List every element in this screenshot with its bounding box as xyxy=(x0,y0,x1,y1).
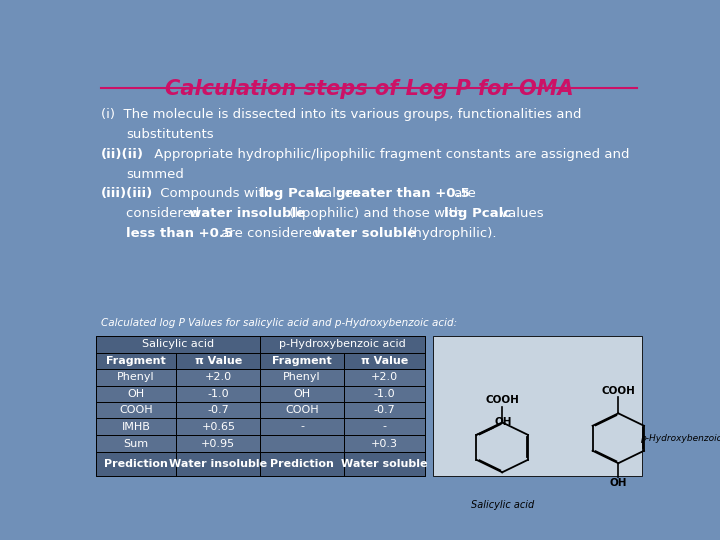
Text: are considered: are considered xyxy=(217,227,325,240)
Text: Prediction: Prediction xyxy=(104,459,168,469)
Text: OH: OH xyxy=(610,478,627,488)
FancyBboxPatch shape xyxy=(96,453,176,476)
Text: p-Hydroxybenzoic acid: p-Hydroxybenzoic acid xyxy=(279,339,406,349)
Text: substitutents: substitutents xyxy=(126,129,214,141)
Text: (lipophilic) and those with: (lipophilic) and those with xyxy=(284,207,467,220)
Text: +0.3: +0.3 xyxy=(371,438,398,449)
Text: -: - xyxy=(300,422,304,431)
FancyBboxPatch shape xyxy=(96,418,176,435)
Text: less than +0.5: less than +0.5 xyxy=(126,227,233,240)
Text: (ii)(ii): (ii)(ii) xyxy=(101,148,144,161)
Text: (i)  The molecule is dissected into its various groups, functionalities and: (i) The molecule is dissected into its v… xyxy=(101,109,582,122)
FancyBboxPatch shape xyxy=(260,402,344,418)
FancyBboxPatch shape xyxy=(176,418,260,435)
Text: Calculation steps of Log P for OMA: Calculation steps of Log P for OMA xyxy=(165,79,573,99)
Text: IMHB: IMHB xyxy=(122,422,150,431)
FancyBboxPatch shape xyxy=(176,402,260,418)
Text: π Value: π Value xyxy=(361,356,408,366)
Text: Compounds with: Compounds with xyxy=(156,187,276,200)
FancyBboxPatch shape xyxy=(344,353,425,369)
Text: π Value: π Value xyxy=(194,356,242,366)
FancyBboxPatch shape xyxy=(176,369,260,386)
Text: +2.0: +2.0 xyxy=(204,373,232,382)
Text: water insoluble: water insoluble xyxy=(189,207,305,220)
Text: COOH: COOH xyxy=(285,406,319,415)
FancyBboxPatch shape xyxy=(260,435,344,453)
FancyBboxPatch shape xyxy=(344,402,425,418)
FancyBboxPatch shape xyxy=(260,453,344,476)
Text: values: values xyxy=(312,187,364,200)
FancyBboxPatch shape xyxy=(344,369,425,386)
Text: (iii)(iii): (iii)(iii) xyxy=(101,187,153,200)
FancyBboxPatch shape xyxy=(344,418,425,435)
FancyBboxPatch shape xyxy=(176,386,260,402)
Text: -1.0: -1.0 xyxy=(374,389,395,399)
Text: -0.7: -0.7 xyxy=(374,406,395,415)
Text: values: values xyxy=(496,207,544,220)
FancyBboxPatch shape xyxy=(96,336,260,353)
Text: p-Hydroxybenzoic acid: p-Hydroxybenzoic acid xyxy=(639,434,720,443)
Text: log Pcalc: log Pcalc xyxy=(444,207,511,220)
Text: Sum: Sum xyxy=(123,438,148,449)
Text: Appropriate hydrophilic/lipophilic fragment constants are assigned and: Appropriate hydrophilic/lipophilic fragm… xyxy=(150,148,630,161)
Text: considered: considered xyxy=(126,207,204,220)
Text: COOH: COOH xyxy=(485,395,519,406)
FancyBboxPatch shape xyxy=(344,386,425,402)
FancyBboxPatch shape xyxy=(96,386,176,402)
Text: Fragment: Fragment xyxy=(106,356,166,366)
Text: Water insoluble: Water insoluble xyxy=(169,459,267,469)
FancyBboxPatch shape xyxy=(96,402,176,418)
Text: -: - xyxy=(382,422,387,431)
Text: water soluble: water soluble xyxy=(315,227,416,240)
FancyBboxPatch shape xyxy=(433,336,642,476)
FancyBboxPatch shape xyxy=(260,418,344,435)
Text: Phenyl: Phenyl xyxy=(283,373,321,382)
Text: Fragment: Fragment xyxy=(272,356,332,366)
FancyBboxPatch shape xyxy=(260,336,425,353)
FancyBboxPatch shape xyxy=(344,453,425,476)
FancyBboxPatch shape xyxy=(176,453,260,476)
FancyBboxPatch shape xyxy=(344,435,425,453)
Text: (hydrophilic).: (hydrophilic). xyxy=(404,227,496,240)
Text: +0.95: +0.95 xyxy=(202,438,235,449)
FancyBboxPatch shape xyxy=(176,435,260,453)
Text: -0.7: -0.7 xyxy=(207,406,229,415)
Text: Phenyl: Phenyl xyxy=(117,373,155,382)
Text: Calculated log P Values for salicylic acid and p-Hydroxybenzoic acid:: Calculated log P Values for salicylic ac… xyxy=(101,319,457,328)
Text: OH: OH xyxy=(294,389,310,399)
Text: OH: OH xyxy=(494,417,511,427)
Text: Prediction: Prediction xyxy=(270,459,334,469)
FancyBboxPatch shape xyxy=(260,353,344,369)
Text: OH: OH xyxy=(127,389,145,399)
Text: Salicylic acid: Salicylic acid xyxy=(471,500,534,510)
Text: summed: summed xyxy=(126,168,184,181)
FancyBboxPatch shape xyxy=(260,386,344,402)
FancyBboxPatch shape xyxy=(176,353,260,369)
Text: log Pcalc: log Pcalc xyxy=(260,187,328,200)
Text: are: are xyxy=(450,187,476,200)
Text: COOH: COOH xyxy=(601,386,635,396)
Text: Water soluble: Water soluble xyxy=(341,459,428,469)
Text: Salicylic acid: Salicylic acid xyxy=(142,339,214,349)
FancyBboxPatch shape xyxy=(96,435,176,453)
Text: COOH: COOH xyxy=(120,406,153,415)
Text: +0.65: +0.65 xyxy=(202,422,235,431)
Text: -1.0: -1.0 xyxy=(207,389,229,399)
FancyBboxPatch shape xyxy=(260,369,344,386)
Text: greater than +0.5: greater than +0.5 xyxy=(336,187,470,200)
FancyBboxPatch shape xyxy=(96,353,176,369)
Text: +2.0: +2.0 xyxy=(371,373,398,382)
FancyBboxPatch shape xyxy=(96,369,176,386)
